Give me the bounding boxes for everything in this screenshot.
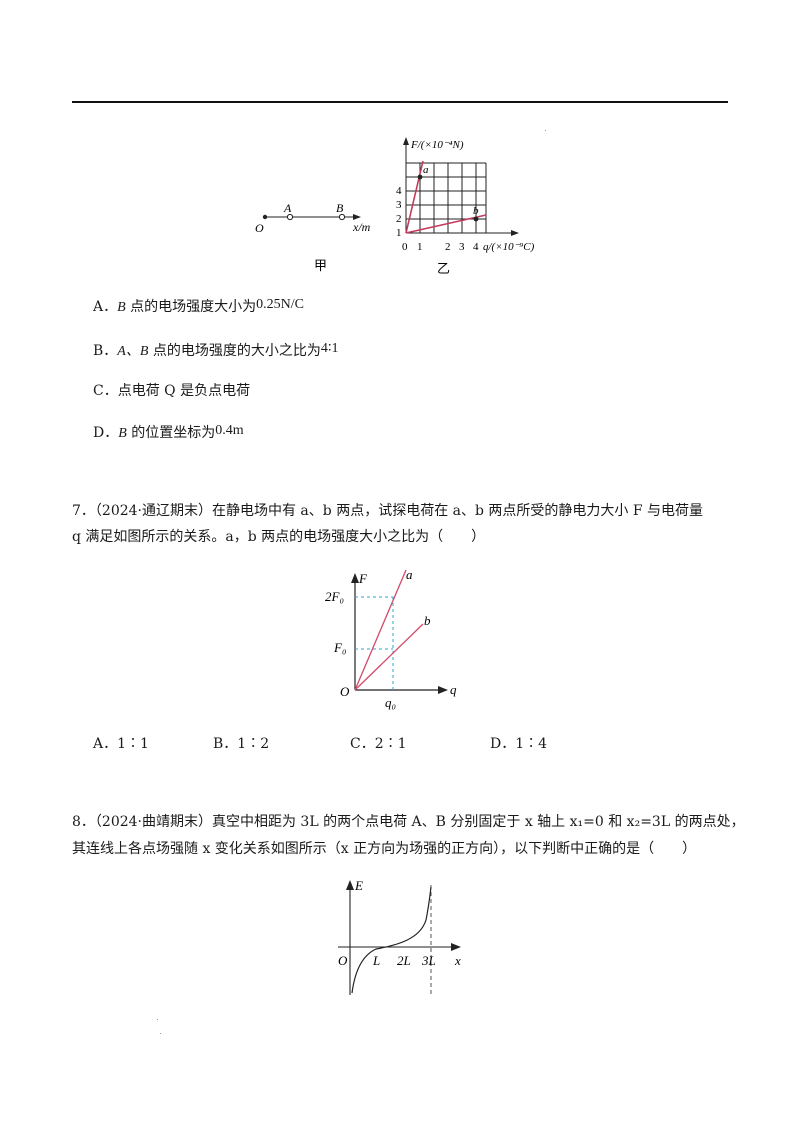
q7-answer-c[interactable]: C．2∶1: [350, 736, 407, 752]
label-2F0: 2F₀: [325, 589, 344, 604]
q6-option-c[interactable]: C．点电荷 Q 是负点电荷: [93, 380, 250, 400]
figure-jia: A B O x/m 甲: [255, 201, 371, 273]
point-B-dot: [338, 213, 346, 221]
q7-answer-a[interactable]: A．1∶1: [93, 736, 149, 752]
axis-label-x: x/m: [352, 220, 371, 234]
q6-option-b[interactable]: B．A、B 点的电场强度的大小之比为4∶1: [93, 340, 339, 360]
line-a: [354, 569, 407, 691]
q6-option-d[interactable]: D．B 的位置坐标为0.4m: [93, 422, 244, 442]
q8-stem-line2: 其连线上各点场强随 x 变化关系如图所示（x 正方向为场强的正方向），以下判断中…: [72, 841, 697, 857]
line-b: [354, 623, 424, 691]
q7-answer-b[interactable]: B．1∶2: [213, 736, 270, 752]
label-F: F: [358, 571, 368, 586]
line-b: [405, 214, 487, 234]
label-A: A: [283, 201, 292, 215]
option-subject: B: [118, 426, 127, 441]
label-E: E: [354, 878, 363, 893]
label-2L: 2L: [397, 953, 411, 968]
caption-yi: 乙: [437, 261, 450, 276]
q7-answer-d[interactable]: D．1∶4: [490, 736, 548, 752]
option-text: 点的电场强度的大小之比为: [148, 343, 321, 359]
label-a: a: [406, 567, 413, 582]
y-tick-2: 2: [396, 213, 402, 225]
x-tick-3: 3: [459, 241, 465, 253]
q7-stem-line2: q 满足如图所示的关系。a，b 两点的电场强度大小之比为（ ）: [72, 529, 486, 545]
label-L: L: [372, 953, 380, 968]
point-A-dot: [286, 213, 294, 221]
x-tick-1: 1: [417, 241, 423, 253]
option-text: 点的电场强度大小为: [125, 299, 257, 315]
point-a-label: a: [423, 164, 429, 176]
caption-jia: 甲: [314, 258, 327, 273]
label-O: O: [255, 221, 264, 235]
label-b: b: [424, 613, 431, 628]
label-q0: q₀: [385, 695, 396, 710]
option-value: 4∶1: [320, 341, 339, 356]
q7-stem-line1: 7．（2024·通辽期末）在静电场中有 a、b 两点，试探电荷在 a、b 两点所…: [72, 503, 704, 519]
q6-option-a[interactable]: A．B 点的电场强度大小为0.25N/C: [93, 296, 304, 316]
y-tick-3: 3: [396, 199, 402, 211]
x-tick-4: 4: [473, 241, 479, 253]
y-axis-label: F/(×10⁻⁴N): [410, 139, 464, 151]
label-O: O: [340, 684, 350, 699]
speck: [157, 1019, 158, 1020]
y-tick-4: 4: [396, 185, 402, 197]
x-axis-label: q/(×10⁻⁹C): [483, 241, 535, 253]
label-x: x: [454, 953, 461, 968]
q8-stem-line1: 8．（2024·曲靖期末）真空中相距为 3L 的两个点电荷 A、B 分别固定于 …: [72, 814, 745, 830]
line-a: [405, 160, 424, 234]
point-b-label: b: [473, 205, 479, 217]
field-curve: [351, 886, 432, 994]
label-O: O: [338, 953, 348, 968]
option-text: 的位置坐标为: [126, 425, 216, 441]
option-letter: C．: [93, 383, 118, 399]
header-rule: [72, 101, 728, 103]
label-q: q: [450, 682, 457, 697]
option-text: 点电荷 Q 是负点电荷: [117, 383, 251, 399]
option-letter: D．: [93, 425, 119, 441]
speck: [545, 130, 546, 131]
label-F0: F₀: [333, 640, 346, 655]
label-B: B: [336, 201, 344, 215]
option-letter: B．: [93, 343, 118, 359]
option-value: 0.25N/C: [256, 297, 304, 312]
option-letter: A．: [93, 299, 118, 315]
option-subject: B: [117, 300, 126, 315]
point-b-dot: [473, 216, 479, 222]
point-a-dot: [417, 174, 423, 180]
option-subject: A、B: [117, 344, 149, 359]
option-value: 0.4m: [215, 423, 244, 438]
label-3L: 3L: [421, 953, 436, 968]
x-tick-2: 2: [445, 241, 451, 253]
grid: [406, 162, 487, 233]
origin-dot: [262, 214, 268, 220]
x-tick-0: 0: [402, 241, 408, 253]
speck: [160, 1033, 161, 1034]
y-tick-1: 1: [396, 227, 402, 239]
figure-yi: a b F/(×10⁻⁴N) 1 2 3 4 0 1 2 3 4 q/(×10⁻…: [396, 137, 535, 276]
q8-figure: E O L 2L 3L x: [338, 878, 461, 995]
q7-figure: F 2F₀ F₀ O q q₀ a b: [325, 567, 457, 710]
